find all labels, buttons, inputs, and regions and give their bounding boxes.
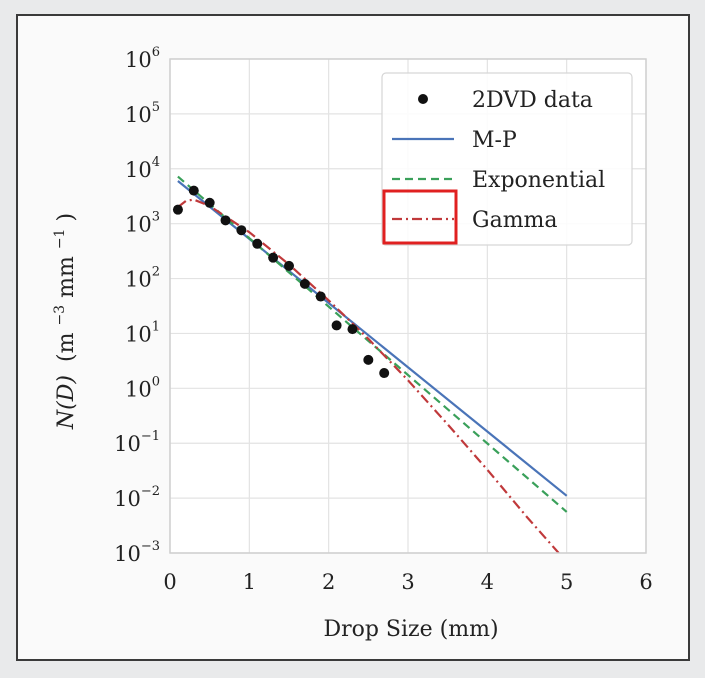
y-tick-base: 10 <box>125 103 152 127</box>
x-tick-label: 5 <box>560 570 573 594</box>
legend-label-exponential: Exponential <box>472 168 605 193</box>
legend: 2DVD data M-P Exponential Gamma <box>381 72 633 246</box>
y-axis-title-func: N(D) <box>54 375 79 430</box>
y-axis-title-unit-mid: mm <box>54 256 79 298</box>
y-tick-label: 10−1 <box>114 429 160 456</box>
data-point <box>299 278 310 289</box>
x-tick-labels: 0 1 2 3 4 5 6 <box>163 570 652 594</box>
series-line-gamma <box>177 198 560 553</box>
x-tick-label: 6 <box>639 570 652 594</box>
y-tick-exponent: 5 <box>152 100 160 115</box>
y-tick-base: 10 <box>125 213 152 237</box>
y-axis-title-exp1: −3 <box>52 305 68 326</box>
y-tick-exponent: 4 <box>152 155 160 170</box>
data-point <box>220 215 231 226</box>
y-tick-label: 10−2 <box>114 484 160 511</box>
plot-border <box>169 58 647 554</box>
y-tick-label: 10−3 <box>114 539 160 566</box>
y-tick-exponent: 2 <box>152 265 160 280</box>
y-tick-base: 10 <box>114 432 141 456</box>
legend-marker-2dvd <box>418 94 428 104</box>
data-point <box>347 324 358 335</box>
y-tick-exponent: 6 <box>152 45 160 60</box>
x-tick-label: 3 <box>401 570 414 594</box>
x-tick-label: 4 <box>481 570 494 594</box>
y-tick-label: 100 <box>125 374 160 401</box>
y-tick-base: 10 <box>125 48 152 72</box>
y-axis-title: N(D) (m −3 mm −1 ) <box>45 213 79 430</box>
data-point <box>284 260 294 271</box>
y-tick-exponent: 3 <box>152 210 160 225</box>
data-point <box>236 225 247 236</box>
y-tick-base: 10 <box>125 268 152 292</box>
y-tick-label: 106 <box>125 45 160 72</box>
y-tick-label: 101 <box>125 319 160 346</box>
y-tick-exponent: −1 <box>141 429 160 444</box>
data-point <box>315 291 326 302</box>
y-axis-title-exp2: −1 <box>52 229 68 250</box>
legend-label-2dvd: 2DVD data <box>472 88 593 113</box>
y-axis-title-unit-close: ) <box>54 213 79 222</box>
x-tick-label: 2 <box>322 570 335 594</box>
y-tick-label: 104 <box>125 155 160 182</box>
series-layer <box>172 175 568 553</box>
legend-label-gamma: Gamma <box>472 208 558 233</box>
y-tick-label: 103 <box>125 210 160 237</box>
y-tick-base: 10 <box>125 158 152 182</box>
legend-label-mp: M-P <box>472 128 517 153</box>
y-tick-exponent: −3 <box>141 539 160 554</box>
y-tick-exponent: 0 <box>152 374 160 389</box>
y-tick-base: 10 <box>114 542 141 566</box>
data-point <box>204 197 215 208</box>
data-point <box>252 238 263 249</box>
y-tick-label: 105 <box>125 100 160 127</box>
data-point <box>188 185 199 196</box>
y-tick-exponent: 1 <box>152 319 160 334</box>
x-axis-title: Drop Size (mm) <box>323 617 498 642</box>
gamma-highlight-box <box>382 189 458 245</box>
data-point <box>363 354 374 365</box>
y-tick-label: 102 <box>125 265 160 292</box>
y-tick-base: 10 <box>114 487 141 511</box>
data-point <box>268 252 279 263</box>
data-point <box>331 320 342 331</box>
data-point <box>172 204 183 215</box>
legend-box <box>381 72 633 246</box>
x-tick-label: 0 <box>163 570 176 594</box>
data-point <box>379 368 390 379</box>
y-tick-base: 10 <box>125 377 152 401</box>
x-tick-label: 1 <box>243 570 256 594</box>
y-tick-exponent: −2 <box>141 484 160 499</box>
y-tick-base: 10 <box>125 322 152 346</box>
y-axis-title-unit-open: (m <box>54 332 79 362</box>
